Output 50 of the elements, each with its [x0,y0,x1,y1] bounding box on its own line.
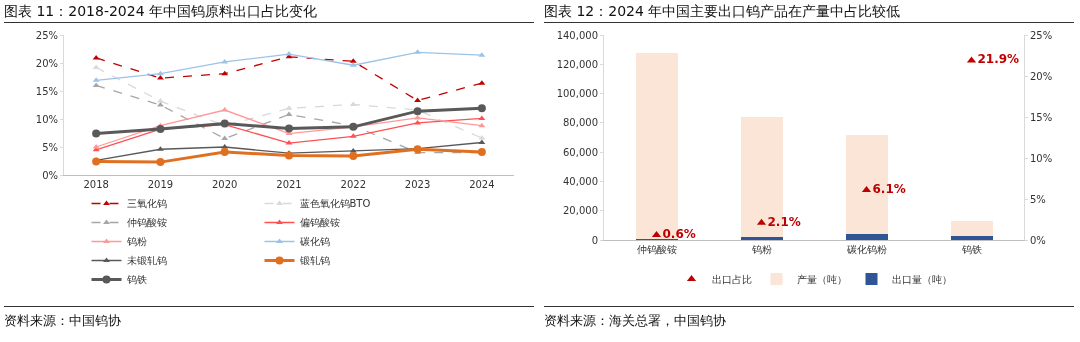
legend-label: 产量（吨） [796,274,847,285]
legend-label: 蓝色氧化钨BTO [299,198,371,210]
y-tick-label: 100,000 [556,88,598,100]
x-tick-label: 2019 [147,179,174,190]
x-tick-label: 碳化钨粉 [845,244,887,255]
y-tick-label: 0% [42,169,58,181]
x-tick-label: 2023 [404,179,431,190]
y-tick-label: 60,000 [563,146,598,158]
y2-tick-label: 10% [1030,152,1053,164]
y2-tick-label: 0% [1030,234,1046,246]
x-tick-label: 2021 [276,179,302,190]
legend-label: 仲钨酸铵 [126,217,167,229]
y-tick-label: 0 [591,234,598,246]
data-label: 21.9% [977,52,1020,67]
y2-tick-label: 20% [1030,70,1053,82]
legend-label: 出口占比 [711,274,752,285]
legend-label: 锻轧钨 [298,255,330,267]
y-tick-label: 140,000 [556,29,598,41]
legend-label: 碳化钨 [298,236,330,248]
x-tick-label: 2020 [211,179,238,190]
chart-title: 图表 11：2018-2024 年中国钨原料出口占比变化 [4,0,534,23]
x-tick-label: 2024 [469,179,495,190]
x-tick-label: 仲钨酸铵 [636,244,677,255]
data-label: 6.1% [872,181,906,196]
legend-label: 三氧化钨 [126,198,167,210]
y2-tick-label: 5% [1030,193,1046,205]
y-tick-label: 5% [42,141,58,153]
y-tick-label: 10% [35,113,58,125]
y2-tick-label: 15% [1030,111,1053,123]
y-tick-label: 40,000 [563,175,598,187]
text: 资料来源：海关总署，中国钨协 [544,306,1074,335]
y-tick-label: 20% [35,57,58,69]
legend-label: 钨铁 [125,274,147,286]
x-tick-label: 2018 [83,179,109,190]
legend-label: 偏钨酸铵 [299,217,340,229]
x-tick-label: 钨粉 [750,244,772,255]
y-tick-label: 25% [35,29,58,41]
y-tick-label: 120,000 [556,58,598,70]
data-label: 0.6% [662,227,696,242]
x-tick-label: 钨铁 [960,244,982,255]
chart-title: 图表 12：2024 年中国主要出口钨产品在产量中占比较低 [544,0,1074,23]
y-tick-label: 80,000 [563,117,598,129]
x-tick-label: 2022 [340,179,367,190]
y2-tick-label: 25% [1030,29,1053,41]
legend-label: 未锻轧钨 [126,255,167,267]
text: 资料来源：中国钨协 [4,306,534,335]
data-label: 2.1% [767,214,801,229]
y-tick-label: 20,000 [563,205,598,217]
y-tick-label: 15% [35,85,58,97]
legend-label: 出口量（吨） [891,274,952,285]
